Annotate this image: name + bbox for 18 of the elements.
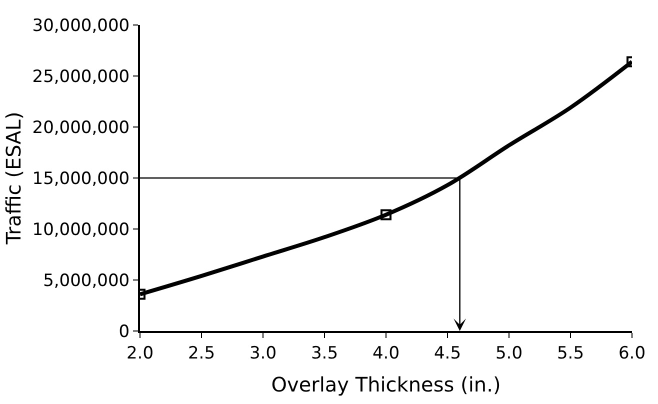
x-axis-title: Overlay Thickness (in.) xyxy=(271,372,501,396)
x-tick-label: 4.0 xyxy=(372,343,400,364)
y-axis-title: Traffic (ESAL) xyxy=(1,112,26,246)
y-tick-label: 5,000,000 xyxy=(43,270,130,291)
x-tick-label: 3.0 xyxy=(249,343,277,364)
x-tick-label: 4.5 xyxy=(434,343,462,364)
y-tick-label: 20,000,000 xyxy=(32,118,130,138)
y-tick-label: 25,000,000 xyxy=(32,66,130,87)
x-tick-label: 2.5 xyxy=(188,343,216,364)
x-tick-label: 6.0 xyxy=(618,343,646,364)
x-tick-label: 3.5 xyxy=(310,343,338,364)
y-tick-label: 10,000,000 xyxy=(32,220,130,240)
y-tick-label: 0 xyxy=(118,322,130,342)
x-tick-label: 2.0 xyxy=(126,343,154,364)
y-tick-label: 30,000,000 xyxy=(32,16,130,36)
y-tick-label: 15,000,000 xyxy=(32,168,130,189)
x-tick-label: 5.5 xyxy=(556,343,584,364)
x-tick-label: 5.0 xyxy=(495,343,523,364)
